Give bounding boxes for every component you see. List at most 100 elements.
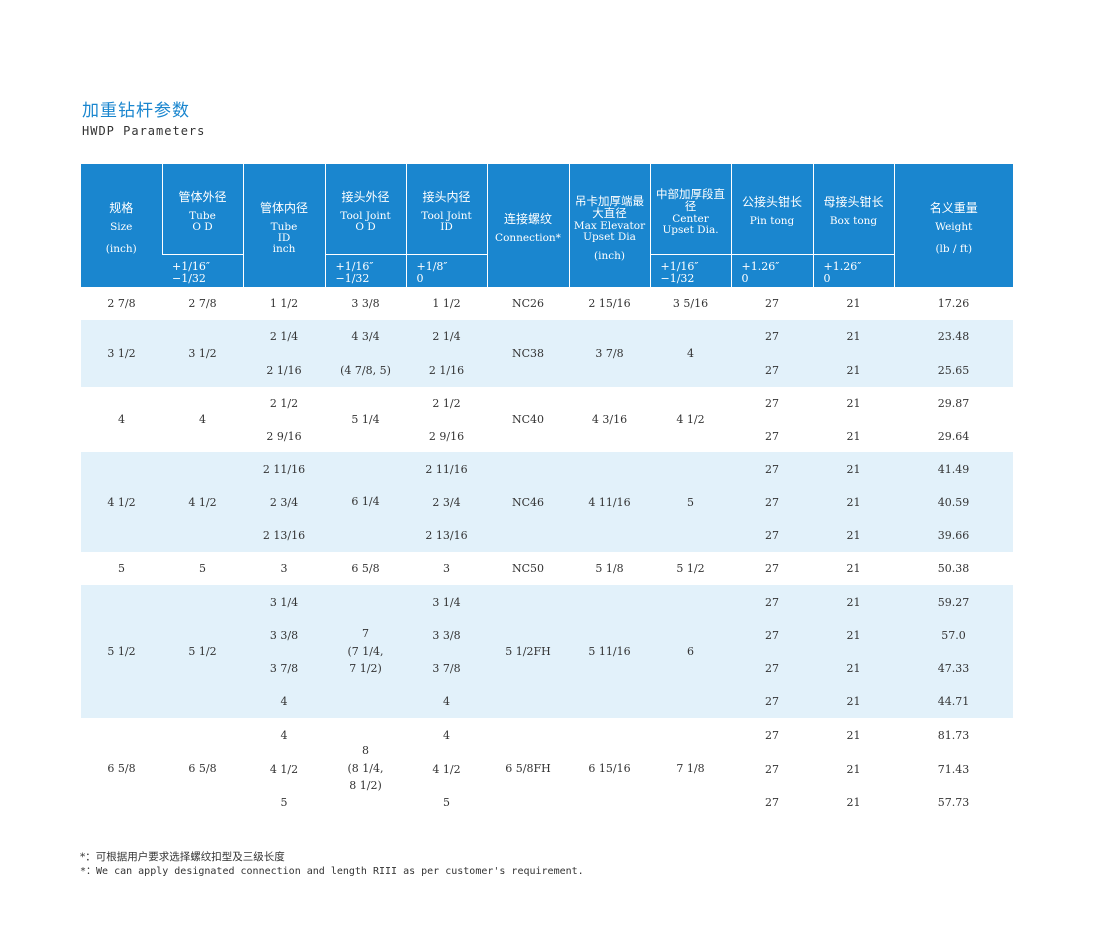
cell-box-tong: 21 bbox=[813, 320, 894, 353]
cell-weight: 81.73 bbox=[937, 729, 970, 742]
page-title: 加重钻杆参数 bbox=[82, 101, 190, 121]
cell-tool-joint-id: 2 9/16 bbox=[428, 429, 465, 443]
cell-tool-joint-id: 3 bbox=[443, 562, 450, 575]
cell-size: 5 bbox=[118, 562, 125, 575]
cell-weight: 29.64 bbox=[937, 429, 970, 443]
header-tube-id: 管体内径 Tube ID inch bbox=[242, 164, 325, 287]
cell-tube-id: 4 1/2 bbox=[269, 763, 299, 776]
cell-tube-od: 4 bbox=[199, 413, 206, 426]
cell-tool-joint-id: 4 bbox=[406, 685, 487, 718]
cell-connection: NC26 bbox=[511, 297, 545, 310]
cell-center-upset: 4 bbox=[650, 320, 731, 387]
tol-box-tong: +1.26″ 0 bbox=[812, 254, 894, 287]
table-row: 4 1/2 4 1/2 27 21 71.43 bbox=[81, 753, 1013, 786]
table-row: 3 3/8 3 3/8 27 21 57.0 bbox=[81, 619, 1013, 652]
cell-connection: NC46 bbox=[487, 452, 569, 552]
cell-tool-joint-id: 3 7/8 bbox=[406, 652, 487, 685]
cell-tool-joint-od: 3 3/8 bbox=[351, 296, 380, 310]
cell-tool-joint-od: 5 1/4 bbox=[351, 412, 380, 426]
header-max-elevator: 吊卡加厚端最大直径 Max Elevator Upset Dia (inch) bbox=[568, 164, 650, 287]
cell-pin-tong: 27 bbox=[731, 353, 813, 387]
cell-pin-tong: 27 bbox=[765, 429, 779, 443]
cell-tube-od: 5 1/2 bbox=[162, 585, 243, 718]
cell-tube-od: 3 1/2 bbox=[162, 320, 243, 387]
cell-box-tong: 21 bbox=[813, 353, 894, 387]
cell-box-tong: 21 bbox=[813, 452, 894, 486]
cell-size: 6 5/8 bbox=[107, 762, 136, 775]
table-row: 2 3/4 2 3/4 27 21 40.59 bbox=[81, 486, 1013, 519]
cell-pin-tong: 27 bbox=[731, 519, 813, 552]
cell-connection: 6 5/8FH bbox=[505, 762, 551, 775]
cell-box-tong: 21 bbox=[813, 486, 894, 519]
cell-tube-id: 5 bbox=[280, 796, 288, 809]
table-row: 2 9/16 2 9/16 27 21 29.64 bbox=[81, 420, 1013, 452]
cell-weight: 25.65 bbox=[894, 353, 1013, 387]
cell-tube-id: 2 3/4 bbox=[243, 486, 325, 519]
cell-tube-id: 3 3/8 bbox=[243, 619, 325, 652]
cell-pin-tong: 27 bbox=[765, 562, 779, 575]
table-row: 5 5 27 21 57.73 bbox=[81, 786, 1013, 819]
cell-weight: 23.48 bbox=[894, 320, 1013, 353]
tol-center-upset: +1/16″ −1/32 bbox=[649, 254, 731, 287]
cell-tube-od: 2 7/8 bbox=[188, 297, 217, 310]
cell-tube-id: 2 1/2 bbox=[269, 397, 299, 410]
cell-box-tong: 21 bbox=[846, 763, 861, 776]
cell-box-tong: 21 bbox=[813, 519, 894, 552]
cell-box-tong: 21 bbox=[846, 429, 861, 443]
cell-pin-tong: 27 bbox=[731, 585, 813, 619]
cell-box-tong: 21 bbox=[846, 397, 861, 410]
cell-size: 2 7/8 bbox=[107, 297, 136, 310]
cell-tube-id: 3 1/4 bbox=[243, 585, 325, 619]
cell-center-upset: 5 1/2 bbox=[676, 562, 705, 575]
cell-center-upset: 4 1/2 bbox=[676, 413, 705, 426]
table-row: 2 7/8 2 7/8 1 1/2 3 3/8 1 1/2 NC26 2 15/16 3 5/… bbox=[81, 287, 1013, 320]
cell-tube-od: 4 1/2 bbox=[162, 452, 243, 552]
table-row: 3 1/2 3 1/2 2 1/4 4 3/4 2 1/4 NC38 3 7/8 4 27 21 2… bbox=[81, 320, 1013, 387]
cell-tube-id: 2 11/16 bbox=[243, 452, 325, 486]
table-row: 4 4 27 21 44.71 bbox=[81, 685, 1013, 718]
table-row: 3 7/8 3 7/8 27 21 47.33 bbox=[81, 652, 1013, 685]
header-tool-joint-od: 接头外径 Tool Joint O D bbox=[324, 164, 406, 255]
cell-pin-tong: 27 bbox=[765, 796, 779, 809]
header-size: 规格 Size (inch) bbox=[81, 164, 162, 287]
table-row: 4 4 2 1/2 5 1/4 2 1/2 NC40 4 3/16 4 1/2 27 21 29.8… bbox=[81, 387, 1013, 426]
cell-tool-joint-od: 8 (8 1/4, 8 1/2) bbox=[347, 744, 384, 793]
cell-weight: 71.43 bbox=[937, 763, 970, 776]
cell-weight: 57.0 bbox=[894, 619, 1013, 652]
cell-pin-tong: 27 bbox=[731, 685, 813, 718]
cell-weight: 57.73 bbox=[937, 796, 970, 809]
header-box-tong: 母接头钳长 Box tong bbox=[812, 164, 894, 255]
cell-weight: 40.59 bbox=[894, 486, 1013, 519]
cell-box-tong: 21 bbox=[813, 685, 894, 718]
table-row: 4 1/2 4 1/2 2 11/16 6 1/4 2 11/16 NC46 4 11/16… bbox=[81, 452, 1013, 552]
cell-tool-joint-od: 6 1/4 bbox=[325, 452, 406, 552]
cell-tool-joint-od: 7 (7 1/4, 7 1/2) bbox=[325, 585, 406, 718]
cell-center-upset: 7 1/8 bbox=[676, 762, 705, 775]
cell-center-upset: 5 bbox=[650, 452, 731, 552]
cell-tool-joint-id: 4 1/2 bbox=[432, 763, 461, 776]
cell-center-upset: 3 5/16 bbox=[672, 297, 709, 310]
cell-tube-od: 5 bbox=[199, 562, 206, 575]
cell-tube-id: 1 1/2 bbox=[269, 297, 299, 310]
cell-weight: 29.87 bbox=[937, 397, 970, 410]
table-row: 6 5/8 6 5/8 4 8 (8 1/4, 8 1/2) 4 6 5/8FH 6 15/… bbox=[81, 718, 1013, 792]
cell-size: 4 bbox=[118, 413, 125, 426]
cell-box-tong: 21 bbox=[846, 796, 861, 809]
cell-tube-od: 6 5/8 bbox=[188, 762, 217, 775]
cell-size: 5 1/2 bbox=[81, 585, 162, 718]
cell-weight: 50.38 bbox=[937, 562, 970, 575]
cell-weight: 59.27 bbox=[894, 585, 1013, 619]
tol-pin-tong: +1.26″ 0 bbox=[730, 254, 813, 287]
cell-connection: NC40 bbox=[511, 413, 545, 426]
cell-tool-joint-od: (4 7/8, 5) bbox=[325, 353, 406, 387]
cell-tube-id: 4 bbox=[243, 685, 325, 718]
cell-weight: 47.33 bbox=[894, 652, 1013, 685]
cell-pin-tong: 27 bbox=[731, 320, 813, 353]
cell-tool-joint-id: 2 1/2 bbox=[432, 397, 461, 410]
table-row: 5 1/2 5 1/2 3 1/4 7 (7 1/4, 7 1/2) 3 1/4 5 1/… bbox=[81, 585, 1013, 718]
cell-tool-joint-id: 2 1/16 bbox=[406, 353, 487, 387]
cell-size: 3 1/2 bbox=[81, 320, 162, 387]
cell-tool-joint-od: 6 5/8 bbox=[351, 561, 380, 575]
cell-connection: 5 1/2FH bbox=[487, 585, 569, 718]
cell-tool-joint-id: 2 1/4 bbox=[406, 320, 487, 353]
